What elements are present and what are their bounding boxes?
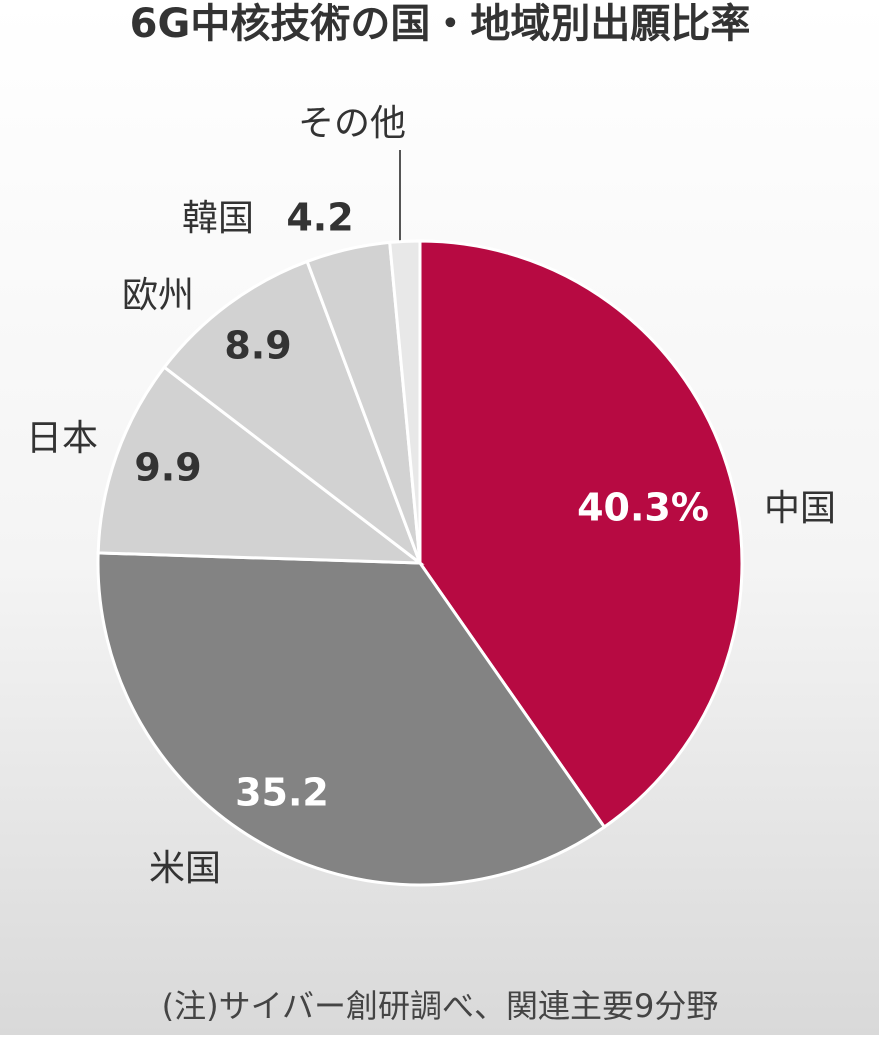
category-label: 中国 <box>764 488 836 529</box>
value-label: 35.2 <box>235 771 329 815</box>
pie-slice <box>96 365 425 565</box>
pie-slice <box>96 551 607 887</box>
category-label: 韓国 <box>182 198 254 239</box>
pie-slice <box>162 259 424 568</box>
pie-slice <box>388 239 422 564</box>
labels: 中国 40.3% 米国 35.2 日本 9.9 欧州 8.9 韓国 4.2 その他 <box>26 103 836 889</box>
value-label: 40.3% <box>577 486 709 530</box>
value-label: 9.9 <box>134 446 201 490</box>
category-label: 米国 <box>149 848 221 889</box>
pie <box>96 239 744 887</box>
pie-slice <box>418 239 744 830</box>
category-label: その他 <box>298 103 406 144</box>
value-label: 8.9 <box>224 324 291 368</box>
category-label: 日本 <box>26 418 98 459</box>
note: (注)サイバー創研調べ、関連主要9分野 <box>162 987 719 1025</box>
chart-title: 6G中核技術の国・地域別出願比率 <box>130 1 751 47</box>
value-label: 4.2 <box>286 196 353 240</box>
category-label: 欧州 <box>122 275 194 316</box>
